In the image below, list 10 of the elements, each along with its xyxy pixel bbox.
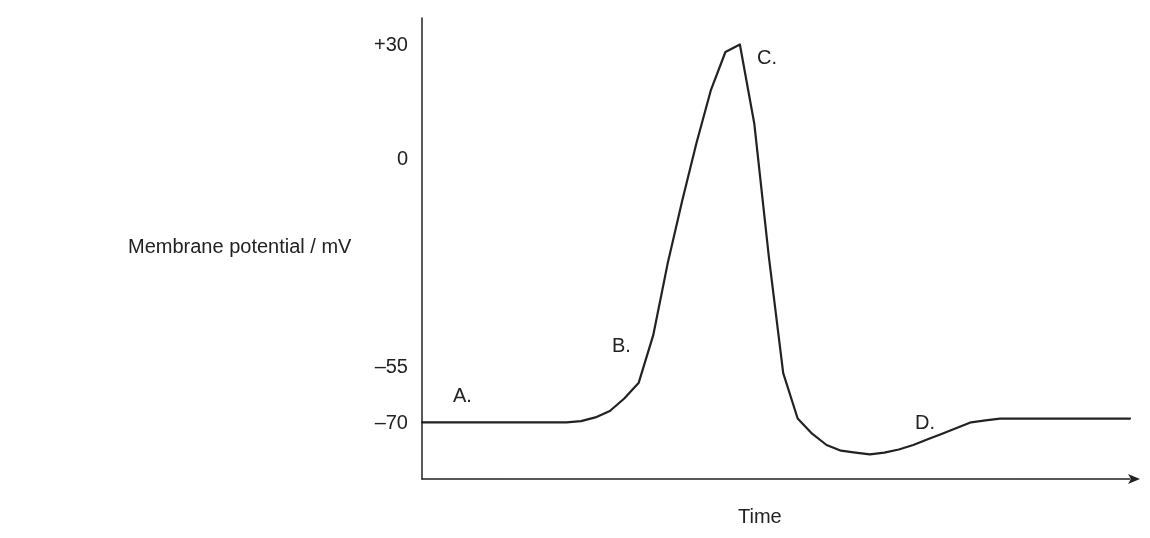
y-axis-title: Membrane potential / mV: [128, 235, 353, 257]
y-tick-label: –55: [374, 354, 408, 377]
annotation: B.: [612, 334, 631, 356]
y-tick-label: –70: [374, 411, 408, 434]
y-tick-label: 0: [396, 146, 408, 169]
x-axis-title: Time: [738, 505, 782, 527]
annotation: C.: [757, 46, 777, 68]
annotation: D.: [915, 411, 935, 433]
annotation: A.: [453, 384, 472, 406]
y-tick-label: +30: [374, 33, 408, 56]
